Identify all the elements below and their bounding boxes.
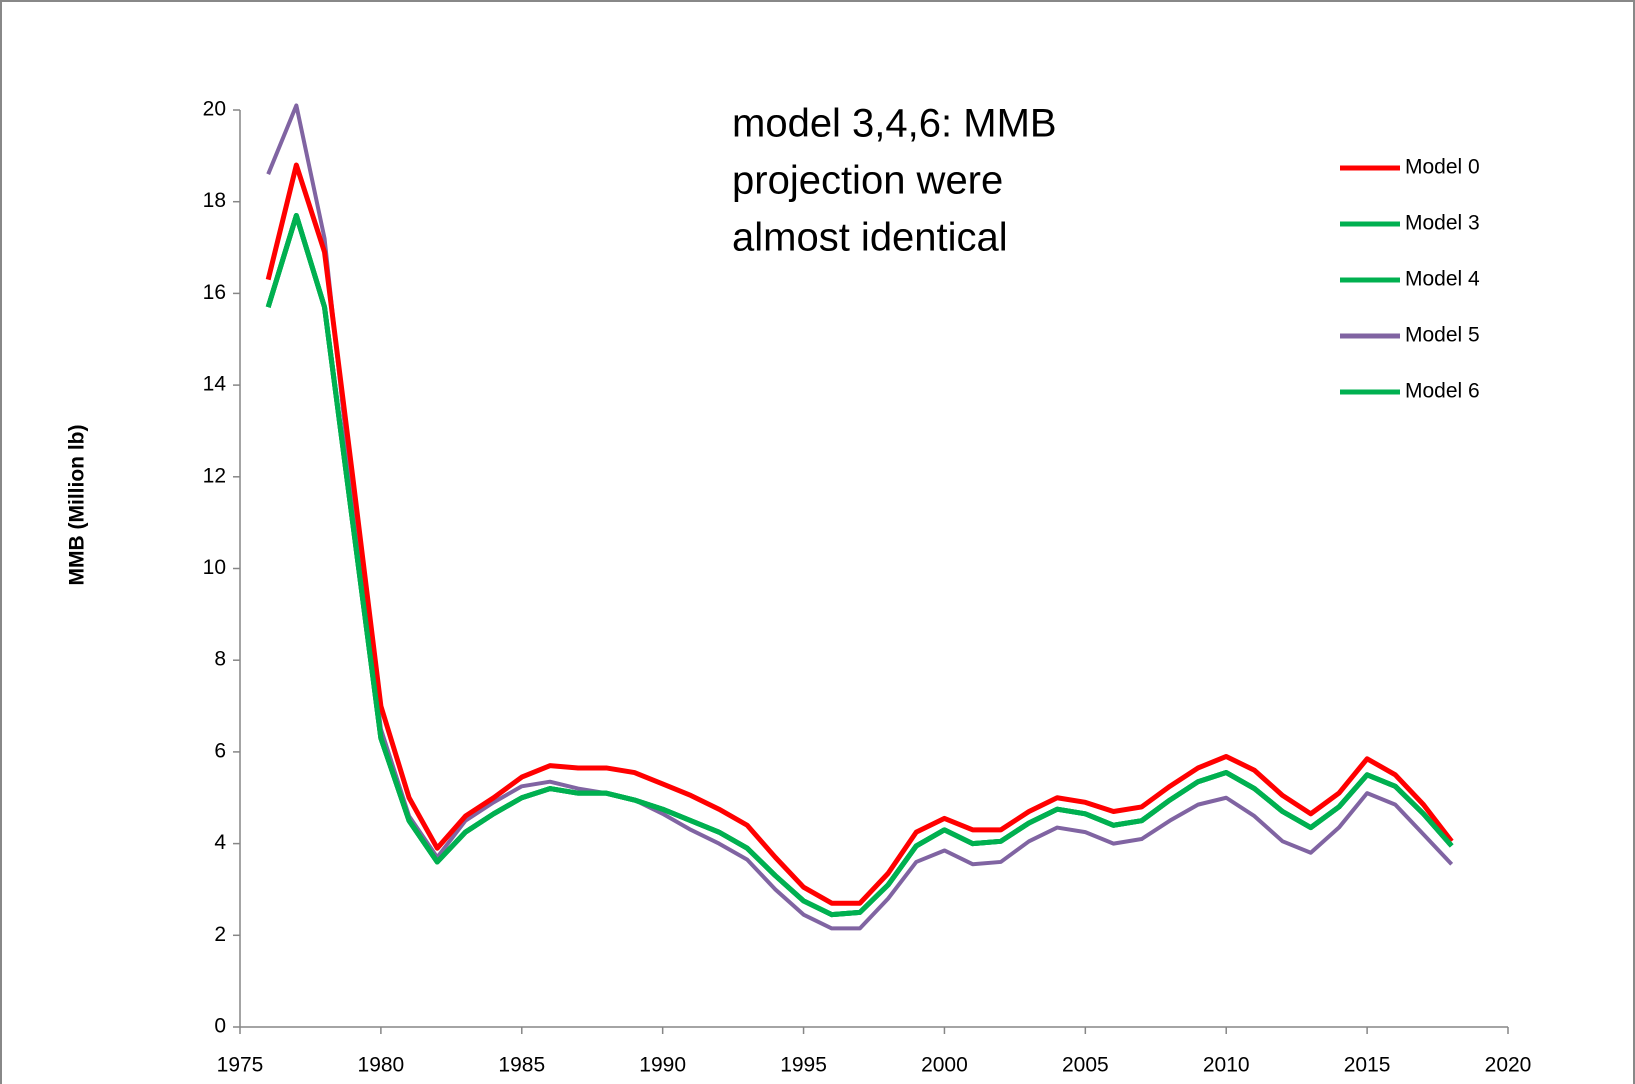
y-tick-label: 12 [203, 464, 226, 487]
y-tick-label: 0 [214, 1015, 226, 1038]
y-tick-label: 6 [214, 739, 226, 762]
line-series [266, 103, 1454, 931]
line-series [265, 212, 1454, 918]
x-tick-label: 1985 [498, 1054, 545, 1077]
line-series [265, 162, 1454, 906]
y-tick-label: 18 [203, 189, 226, 212]
y-tick-label: 14 [203, 373, 227, 396]
y-tick-label: 20 [203, 98, 226, 121]
line-series [265, 212, 1454, 918]
x-tick-label: 1990 [639, 1054, 686, 1077]
y-tick-label: 4 [214, 831, 226, 854]
y-tick-label: 10 [203, 556, 226, 579]
legend-label: Model 0 [1405, 156, 1480, 179]
y-tick-label: 16 [203, 281, 226, 304]
line-series [265, 212, 1454, 918]
y-tick-label: 8 [214, 648, 226, 671]
y-tick-label: 2 [214, 923, 226, 946]
annotation: almost identical [732, 216, 1008, 260]
annotation: model 3,4,6: MMB [732, 102, 1057, 146]
annotation: projection were [732, 159, 1003, 203]
x-tick-label: 2010 [1203, 1054, 1250, 1077]
x-tick-label: 2015 [1344, 1054, 1391, 1077]
legend-label: Model 4 [1405, 268, 1480, 291]
x-tick-label: 1995 [780, 1054, 827, 1077]
x-tick-label: 1980 [358, 1054, 405, 1077]
legend-label: Model 3 [1405, 212, 1480, 235]
x-tick-label: 2020 [1485, 1054, 1532, 1077]
legend-label: Model 5 [1405, 324, 1480, 347]
legend-label: Model 6 [1405, 380, 1480, 403]
x-tick-label: 2000 [921, 1054, 968, 1077]
x-tick-label: 1975 [217, 1054, 264, 1077]
y-axis-label: MMB (Million lb) [66, 425, 89, 586]
x-tick-label: 2005 [1062, 1054, 1109, 1077]
